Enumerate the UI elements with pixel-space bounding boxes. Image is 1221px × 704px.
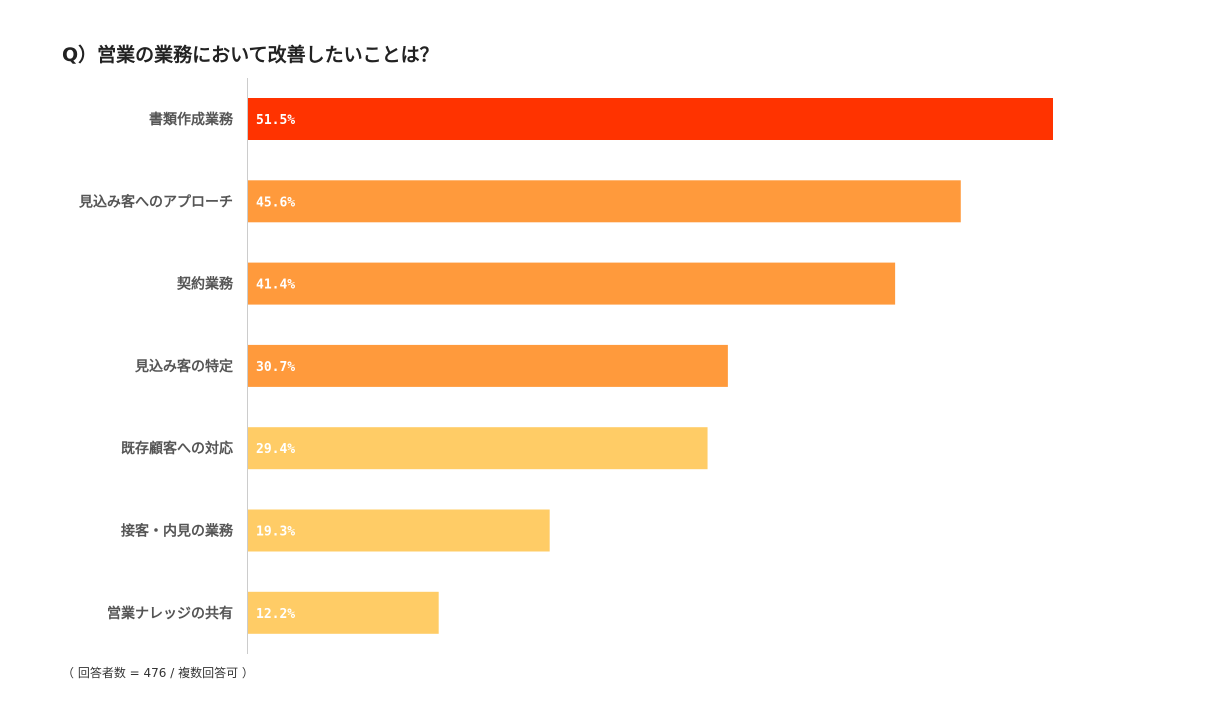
bar-6 xyxy=(248,509,550,552)
bar-1 xyxy=(248,98,1053,140)
category-label-6: 接客・内見の業務 xyxy=(121,523,234,540)
category-label-3: 契約業務 xyxy=(176,276,234,293)
value-label-2: 45.6% xyxy=(256,195,295,210)
bar-2 xyxy=(248,180,961,223)
value-label-4: 30.7% xyxy=(256,360,295,375)
category-label-5: 既存顧客への対応 xyxy=(121,440,233,457)
bar-7 xyxy=(248,591,439,634)
category-label-7: 営業ナレッジの共有 xyxy=(107,605,233,622)
value-label-3: 41.4% xyxy=(256,278,295,293)
category-label-2: 見込み客へのアプローチ xyxy=(78,193,233,210)
bar-3 xyxy=(248,262,896,305)
bar-4 xyxy=(248,344,728,387)
chart-title: Q）営業の業務において改善したいことは？ xyxy=(62,44,439,66)
footnote: （ 回答者数 = 476 / 複数回答可 ） xyxy=(62,666,254,680)
value-label-6: 19.3% xyxy=(256,525,295,540)
value-label-1: 51.5% xyxy=(256,113,295,128)
bars-group: 書類作成業務 51.5% 見込み客へのアプローチ 45.6% 契約業務 41.4% 見込み客… xyxy=(78,98,1053,634)
value-label-5: 29.4% xyxy=(256,442,295,457)
category-label-4: 見込み客の特定 xyxy=(134,358,233,375)
bar-5 xyxy=(248,427,708,470)
category-label-1: 書類作成業務 xyxy=(149,111,234,128)
value-label-7: 12.2% xyxy=(256,607,295,622)
